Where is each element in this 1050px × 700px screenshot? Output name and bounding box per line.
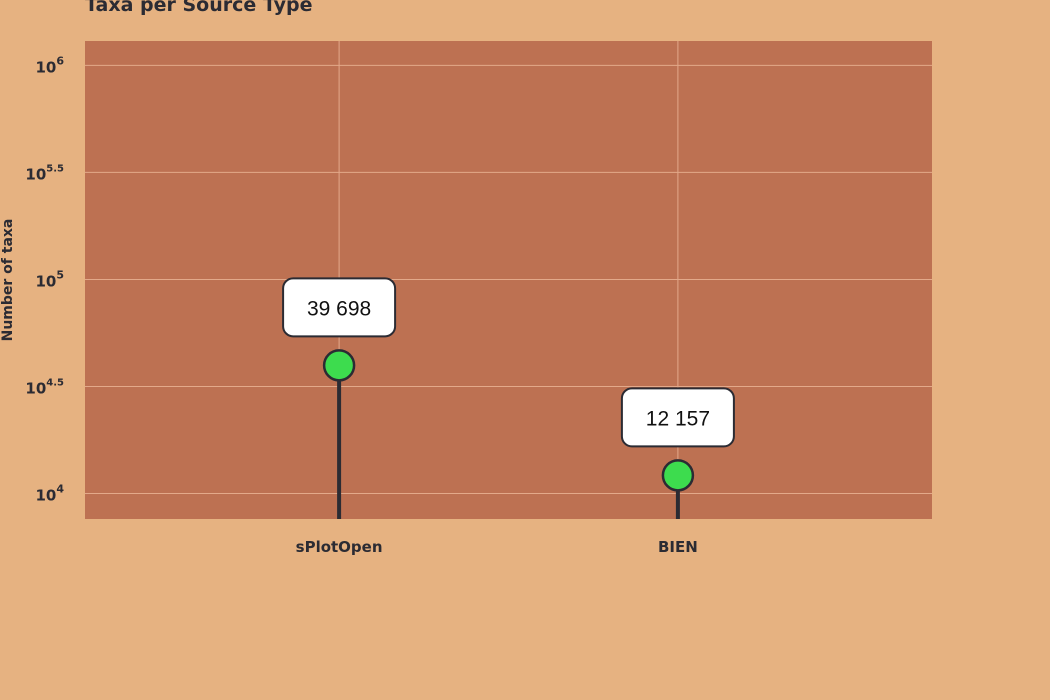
stems: 39 698 12 157	[282, 277, 735, 519]
data-label-box	[620, 387, 735, 448]
data-label: 12 157	[646, 407, 710, 430]
chart-title: Taxa per Source Type	[85, 0, 313, 16]
y-tick-label: 104.5	[25, 377, 64, 397]
y-tick-label: 105	[35, 268, 64, 290]
y-tick-label: 105.5	[25, 163, 64, 183]
lollipop-point	[322, 349, 356, 382]
y-tick-label: 104	[35, 482, 64, 504]
x-tick-label: BIEN	[658, 538, 698, 556]
plot-area	[85, 41, 932, 519]
lollipop-point	[661, 459, 695, 492]
data-label-box	[282, 277, 397, 338]
y-tick-label: 106	[35, 54, 64, 76]
y-axis-label: Number of taxa	[0, 219, 16, 342]
x-axis-ticks: sPlotOpen BIEN	[296, 538, 698, 556]
data-label: 39 698	[307, 297, 371, 320]
y-axis-ticks: 104 104.5 105 105.5 106	[25, 54, 64, 504]
x-tick-label: sPlotOpen	[296, 538, 383, 556]
